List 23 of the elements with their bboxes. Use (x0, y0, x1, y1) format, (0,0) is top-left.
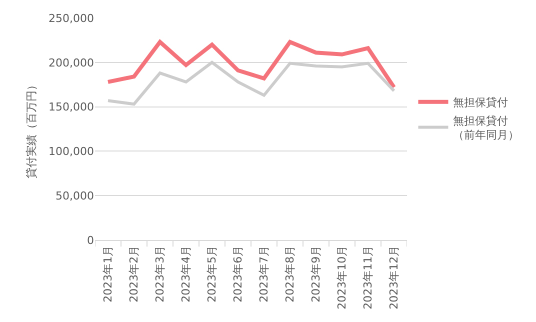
y-tick-label: 250,000 (48, 12, 94, 25)
x-tick-label: 2023年10月 (336, 245, 349, 310)
y-tick-label: 100,000 (48, 145, 94, 158)
y-tick-label: 50,000 (56, 189, 94, 202)
legend-label: 無担保貸付（前年同月） (453, 114, 520, 142)
x-tick-label: 2023年5月 (206, 245, 219, 302)
y-tick-label: 0 (87, 234, 94, 247)
line-series (106, 60, 396, 106)
x-tick-label: 2023年7月 (258, 245, 271, 302)
x-tick-label: 2023年11月 (362, 245, 375, 310)
y-tick-label: 200,000 (48, 56, 94, 70)
x-tick-label: 2023年8月 (284, 245, 297, 302)
x-tick-label: 2023年2月 (128, 245, 141, 302)
y-axis-title: 貸付実績（百万円） (25, 80, 38, 178)
line-series (106, 40, 396, 90)
x-tick-label: 2023年1月 (102, 245, 115, 302)
x-tick-label: 2023年6月 (232, 245, 245, 302)
x-tick-label: 2023年12月 (388, 245, 401, 310)
y-tick-label: 150,000 (48, 100, 94, 114)
legend-label: 無担保貸付 (453, 96, 508, 110)
x-tick-label: 2023年4月 (180, 245, 193, 302)
x-tick-label: 2023年3月 (154, 245, 167, 302)
x-tick-label: 2023年9月 (310, 245, 323, 302)
